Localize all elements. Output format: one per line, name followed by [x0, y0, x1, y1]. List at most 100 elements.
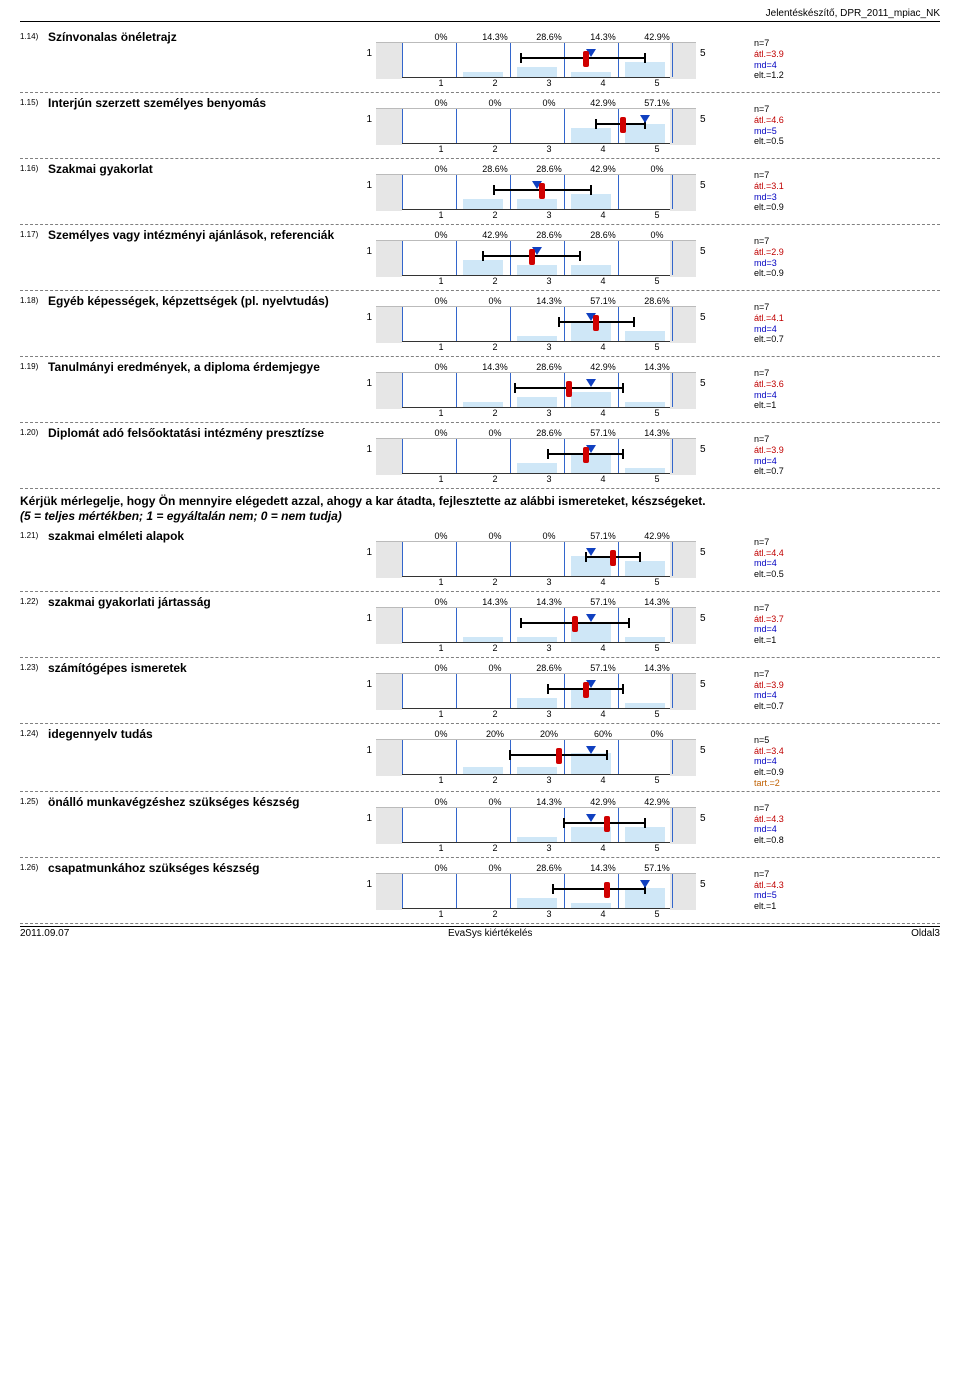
stat-line: n=7	[754, 603, 804, 614]
stat-line: átl.=4.3	[754, 814, 804, 825]
axis-label: 1	[414, 474, 468, 484]
pct-label: 57.1%	[630, 98, 684, 108]
stat-line: n=7	[754, 302, 804, 313]
question-number: 1.26)	[20, 861, 48, 872]
axis-label: 5	[630, 709, 684, 719]
scale-max: 5	[700, 661, 714, 690]
axis-label: 4	[576, 78, 630, 88]
pct-label: 42.9%	[630, 797, 684, 807]
median-marker	[586, 548, 596, 556]
scale-max: 5	[700, 426, 714, 455]
bar-chart	[376, 42, 696, 78]
page-header: Jelentéskészítő, DPR_2011_mpiac_NK	[20, 8, 940, 22]
pct-label: 28.6%	[522, 230, 576, 240]
stat-line: n=7	[754, 803, 804, 814]
scale-min: 1	[358, 529, 372, 558]
pct-label: 14.3%	[630, 663, 684, 673]
axis-label: 3	[522, 342, 576, 352]
mean-marker	[583, 682, 589, 698]
scale-min: 1	[358, 228, 372, 257]
stat-line: elt.=0.5	[754, 136, 804, 147]
stat-line: n=7	[754, 38, 804, 49]
median-marker	[586, 814, 596, 822]
axis-label: 4	[576, 276, 630, 286]
pct-label: 42.9%	[630, 531, 684, 541]
chart-wrap: 0%0%28.6%14.3%57.1%12345	[376, 861, 696, 921]
question-label: számítógépes ismeretek	[48, 661, 358, 675]
pct-label: 0%	[468, 296, 522, 306]
axis-label: 2	[468, 342, 522, 352]
stat-line: n=7	[754, 537, 804, 548]
axis-label: 4	[576, 577, 630, 587]
chart-wrap: 0%14.3%28.6%42.9%14.3%12345	[376, 360, 696, 420]
mean-marker	[566, 381, 572, 397]
stat-line: md=4	[754, 756, 804, 767]
bar	[625, 827, 665, 842]
bar	[463, 72, 503, 77]
pct-label: 42.9%	[630, 32, 684, 42]
stats-block: n=7átl.=4.3md=5elt.=1	[714, 861, 804, 912]
axis-label: 4	[576, 643, 630, 653]
stat-line: elt.=1	[754, 400, 804, 411]
axis-label: 2	[468, 144, 522, 154]
stats-block: n=7átl.=2.9md=3elt.=0.9	[714, 228, 804, 279]
mean-marker	[583, 447, 589, 463]
axis-label: 5	[630, 577, 684, 587]
bar	[517, 898, 557, 908]
axis-label: 1	[414, 909, 468, 919]
pct-label: 14.3%	[522, 797, 576, 807]
scale-max: 5	[700, 162, 714, 191]
question-number: 1.24)	[20, 727, 48, 738]
axis-label: 3	[522, 276, 576, 286]
question-row: 1.20)Diplomát adó felsőoktatási intézmén…	[20, 424, 940, 487]
chart-wrap: 0%14.3%28.6%14.3%42.9%12345	[376, 30, 696, 90]
pct-label: 0%	[630, 729, 684, 739]
stat-line: elt.=1.2	[754, 70, 804, 81]
stats-block: n=7átl.=3.7md=4elt.=1	[714, 595, 804, 646]
axis-label: 5	[630, 408, 684, 418]
pct-label: 0%	[414, 98, 468, 108]
bar	[625, 331, 665, 341]
bar-chart	[376, 739, 696, 775]
bar	[517, 637, 557, 642]
pct-label: 42.9%	[468, 230, 522, 240]
pct-label: 57.1%	[576, 597, 630, 607]
pct-label: 0%	[414, 531, 468, 541]
pct-label: 14.3%	[468, 362, 522, 372]
pct-label: 42.9%	[576, 98, 630, 108]
stat-line: md=4	[754, 324, 804, 335]
question-label: Tanulmányi eredmények, a diploma érdemje…	[48, 360, 358, 374]
section-heading: Kérjük mérlegelje, hogy Ön mennyire elég…	[20, 495, 940, 509]
axis-label: 4	[576, 408, 630, 418]
mean-marker	[583, 51, 589, 67]
bar	[517, 397, 557, 407]
pct-label: 28.6%	[522, 663, 576, 673]
stat-line: elt.=0.9	[754, 268, 804, 279]
axis-label: 1	[414, 775, 468, 785]
chart-wrap: 0%0%28.6%57.1%14.3%12345	[376, 661, 696, 721]
bar	[517, 767, 557, 774]
axis-label: 5	[630, 909, 684, 919]
page-footer: 2011.09.07EvaSys kiértékelésOldal3	[20, 926, 940, 939]
stat-line: md=4	[754, 690, 804, 701]
axis-label: 1	[414, 210, 468, 220]
mean-marker	[556, 748, 562, 764]
pct-label: 0%	[630, 230, 684, 240]
stat-line: md=3	[754, 192, 804, 203]
stats-block: n=7átl.=4.6md=5elt.=0.5	[714, 96, 804, 147]
mean-marker	[604, 816, 610, 832]
axis-label: 3	[522, 144, 576, 154]
question-number: 1.14)	[20, 30, 48, 41]
stat-line: elt.=0.8	[754, 835, 804, 846]
question-number: 1.23)	[20, 661, 48, 672]
stat-line: md=3	[754, 258, 804, 269]
stat-line: átl.=3.9	[754, 49, 804, 60]
question-label: Egyéb képességek, képzettségek (pl. nyel…	[48, 294, 358, 308]
stat-line: átl.=3.4	[754, 746, 804, 757]
bar-chart	[376, 438, 696, 474]
pct-label: 0%	[414, 863, 468, 873]
pct-label: 14.3%	[630, 597, 684, 607]
pct-label: 14.3%	[468, 32, 522, 42]
chart-wrap: 0%20%20%60%0%12345	[376, 727, 696, 787]
axis-label: 1	[414, 577, 468, 587]
